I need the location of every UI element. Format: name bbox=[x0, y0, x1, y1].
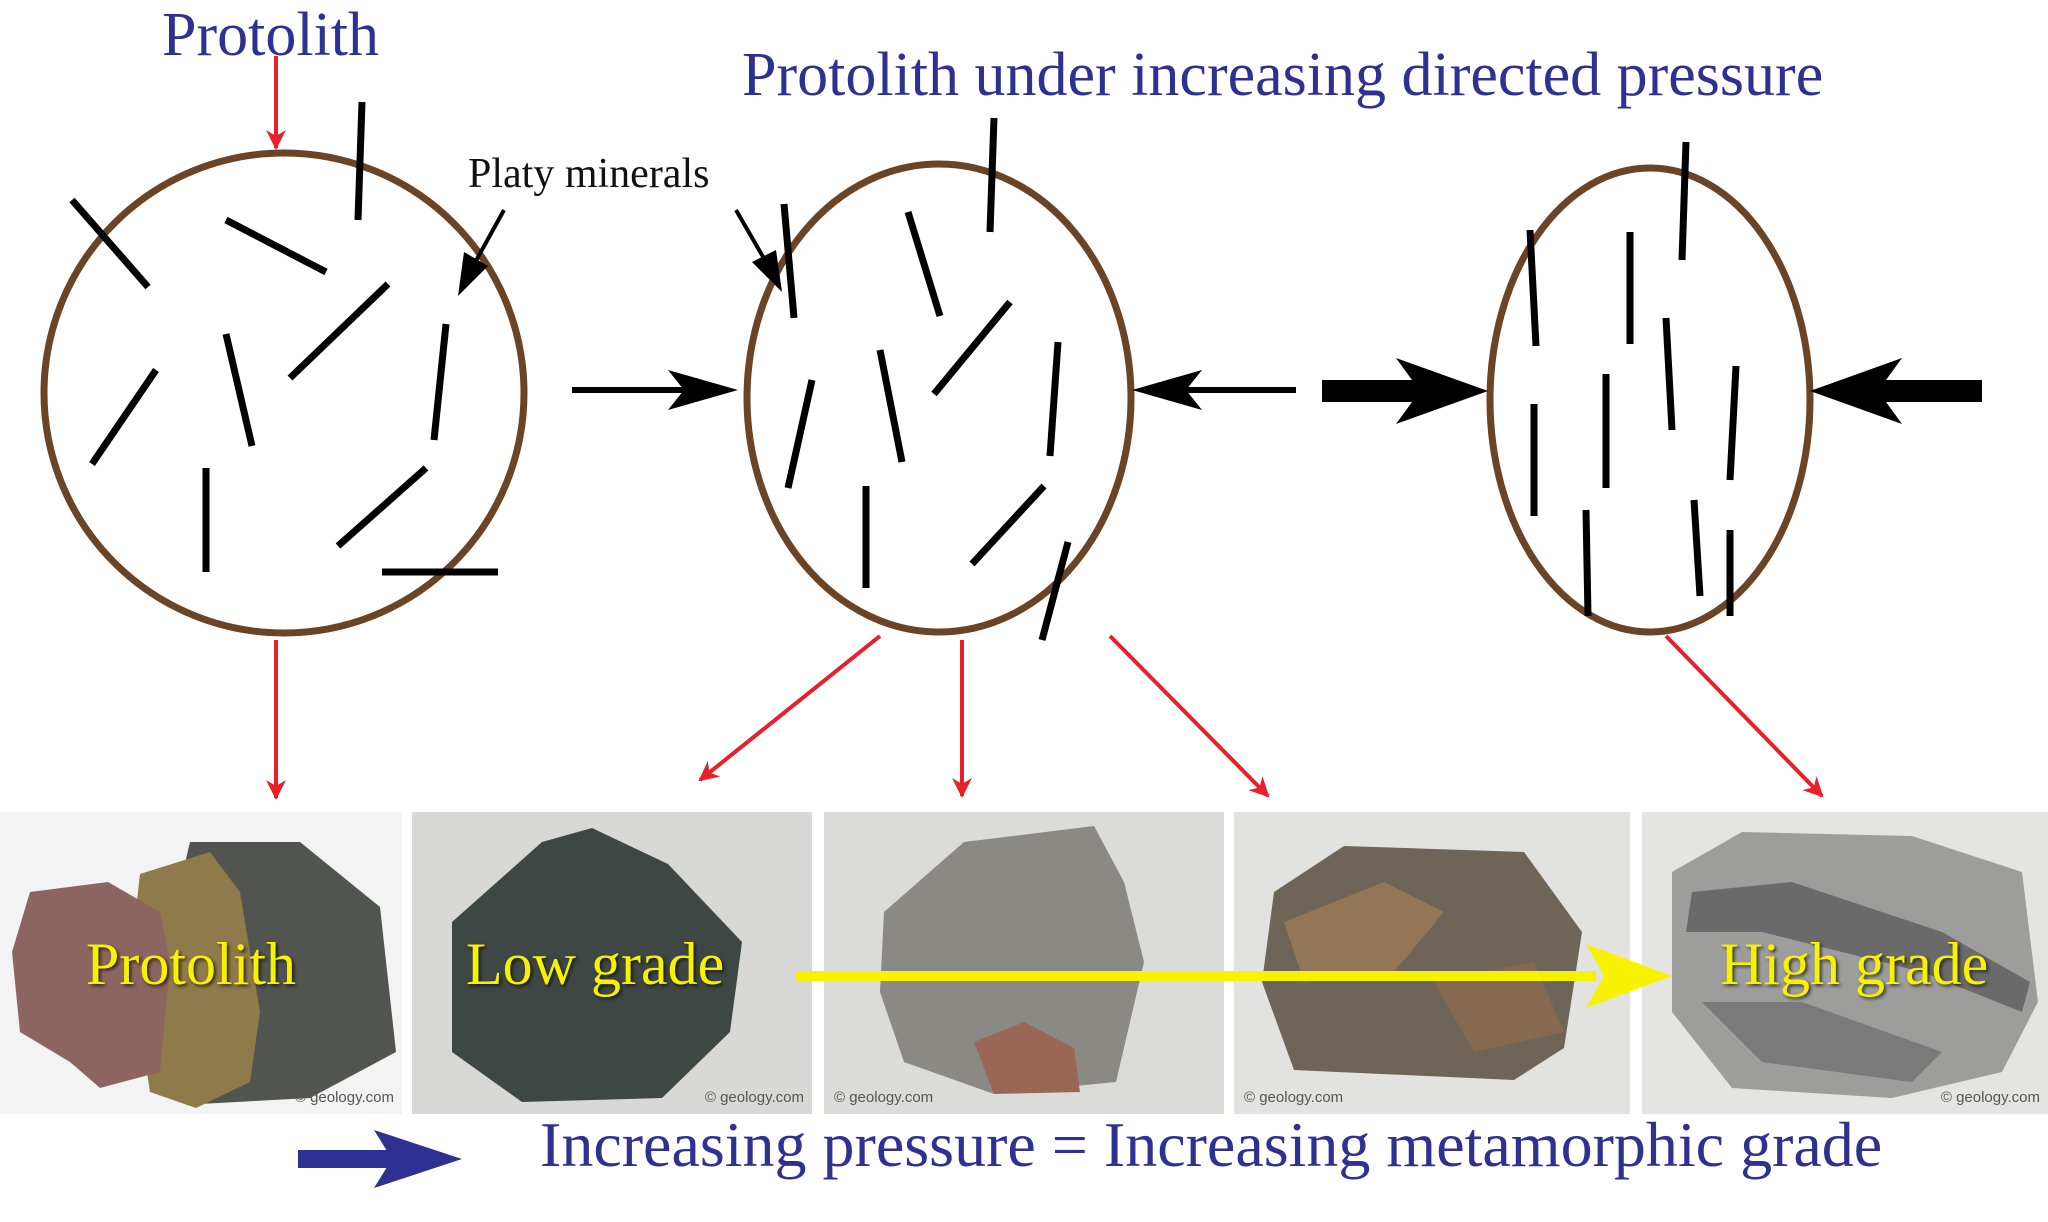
red-arrow-to-high-grade bbox=[1664, 634, 1824, 798]
gneiss-rock-image bbox=[1672, 832, 2038, 1098]
slate-rock-image bbox=[452, 828, 742, 1102]
pressure-arrows-high bbox=[1322, 358, 1982, 424]
protolith-title: Protolith bbox=[162, 1, 380, 69]
photo-phyllite: © geology.com bbox=[824, 812, 1224, 1114]
phyllite-rock-image bbox=[880, 826, 1144, 1094]
schist-rock-image bbox=[1262, 846, 1582, 1080]
red-arrow-to-low-grade bbox=[698, 634, 882, 782]
pressure-title: Protolith under increasing directed pres… bbox=[742, 41, 1824, 109]
red-arrow-to-schist bbox=[1108, 634, 1270, 798]
photo-low-grade: Low grade © geology.com bbox=[412, 812, 812, 1114]
copyright-5: © geology.com bbox=[1940, 1089, 2040, 1106]
high-grade-label: High grade bbox=[1720, 931, 1989, 997]
copyright-3: © geology.com bbox=[834, 1089, 934, 1106]
pressure-arrows-medium bbox=[572, 370, 1296, 410]
low-grade-label: Low grade bbox=[466, 931, 725, 997]
medium-pressure-ellipse bbox=[743, 160, 1135, 636]
protolith-circle bbox=[40, 149, 528, 637]
photo-schist: © geology.com bbox=[1234, 812, 1630, 1114]
copyright-2: © geology.com bbox=[704, 1089, 804, 1106]
platy-minerals-partially-aligned bbox=[780, 117, 1072, 641]
red-arrows bbox=[266, 56, 1824, 800]
high-pressure-ellipse bbox=[1486, 164, 1814, 636]
caption-text: Increasing pressure = Increasing metamor… bbox=[540, 1109, 1883, 1180]
photo-protolith: Protolith © geology.com bbox=[0, 812, 402, 1114]
protolith-rock-image bbox=[12, 842, 396, 1108]
copyright-1: © geology.com bbox=[294, 1089, 394, 1106]
caption-arrow bbox=[298, 1130, 462, 1188]
platy-minerals-random bbox=[69, 101, 498, 576]
copyright-4: © geology.com bbox=[1244, 1089, 1344, 1106]
protolith-photo-label: Protolith bbox=[86, 931, 297, 997]
platy-minerals-aligned bbox=[1526, 141, 1740, 617]
photo-high-grade: High grade © geology.com bbox=[1642, 812, 2048, 1114]
platy-minerals-pointer-arrows bbox=[458, 209, 782, 296]
platy-minerals-label: Platy minerals bbox=[468, 151, 710, 197]
